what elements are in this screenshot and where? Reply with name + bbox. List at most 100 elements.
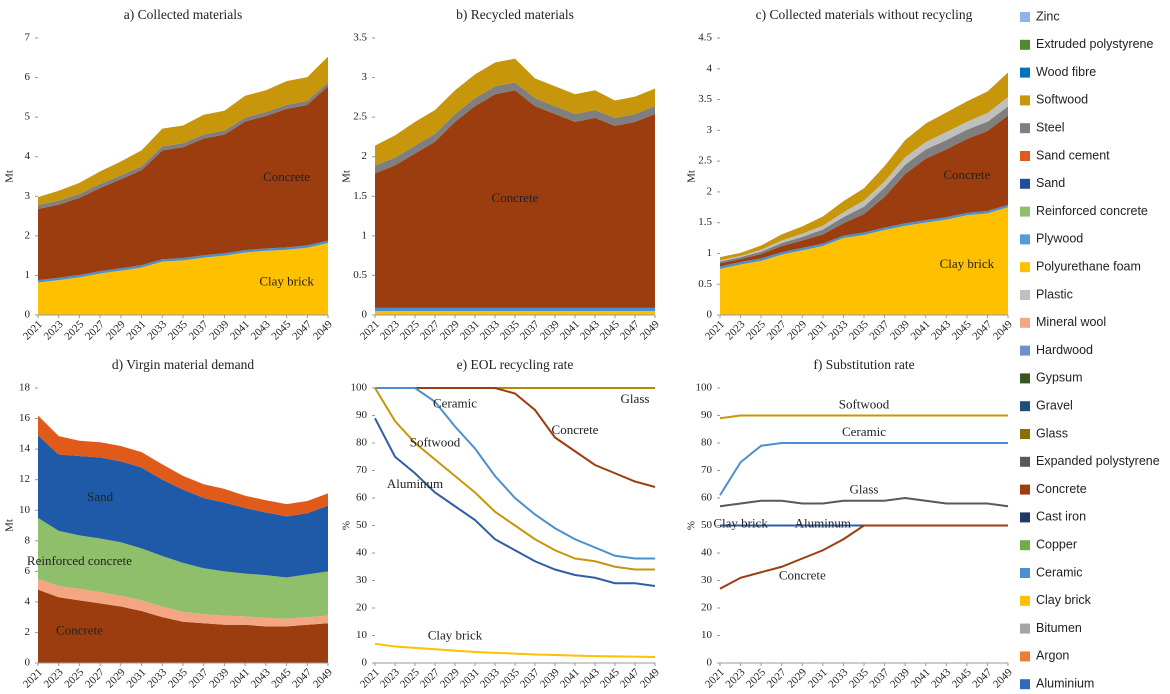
y-tick-label: 10 xyxy=(356,629,368,641)
x-tick-label: 2049 xyxy=(638,666,662,690)
x-tick-label: 2037 xyxy=(518,318,542,342)
x-tick-label: 2041 xyxy=(558,666,582,690)
legend-label: Gravel xyxy=(1036,398,1073,412)
x-tick-label: 2039 xyxy=(207,318,231,342)
x-tick-label: 2029 xyxy=(785,666,809,690)
line-label: Clay brick xyxy=(713,515,768,530)
y-tick-label: 0 xyxy=(362,657,368,669)
legend-swatch xyxy=(1020,39,1030,50)
x-tick-label: 2039 xyxy=(888,666,912,690)
legend-label: Reinforced concrete xyxy=(1036,204,1148,218)
x-tick-label: 2037 xyxy=(187,318,211,342)
x-tick-label: 2039 xyxy=(538,318,562,342)
line-label: Glass xyxy=(850,482,879,497)
line xyxy=(719,414,1008,420)
y-tick-label: 50 xyxy=(701,519,713,531)
y-tick-label: 40 xyxy=(356,547,368,559)
line-label: Softwood xyxy=(410,434,461,449)
x-tick-label: 2047 xyxy=(970,318,994,342)
y-tick-label: 6 xyxy=(25,71,31,83)
line xyxy=(719,442,1008,496)
y-tick-label: 2 xyxy=(362,150,368,162)
legend-label: Copper xyxy=(1036,537,1077,551)
y-tick-label: 8 xyxy=(25,534,31,546)
x-tick-label: 2031 xyxy=(458,666,482,690)
legend-label: Gypsum xyxy=(1036,371,1083,385)
legend-label: Aluminium xyxy=(1036,676,1094,690)
x-tick-label: 2033 xyxy=(145,666,169,690)
x-tick-label: 2021 xyxy=(703,318,727,342)
x-tick-label: 2049 xyxy=(638,318,662,342)
y-tick-label: 2 xyxy=(707,185,713,197)
legend-swatch xyxy=(1020,373,1030,384)
legend-label: Cast iron xyxy=(1036,510,1086,524)
x-tick-label: 2041 xyxy=(558,318,582,342)
legend-label: Glass xyxy=(1036,426,1068,440)
legend-swatch xyxy=(1020,123,1030,134)
x-tick-label: 2039 xyxy=(888,318,912,342)
area-label: Concrete xyxy=(263,169,310,184)
legend-label: Sand cement xyxy=(1036,148,1110,162)
x-tick-label: 2023 xyxy=(42,666,66,690)
chart-title: c) Collected materials without recycling xyxy=(756,7,973,22)
legend-swatch xyxy=(1020,679,1030,690)
x-tick-label: 2049 xyxy=(991,318,1015,342)
y-tick-label: 14 xyxy=(19,443,31,455)
area-label: Sand xyxy=(87,489,114,504)
y-tick-label: 3 xyxy=(362,71,368,83)
area xyxy=(375,58,655,166)
x-tick-label: 2049 xyxy=(311,666,335,690)
x-tick-label: 2043 xyxy=(929,318,953,342)
x-tick-label: 2023 xyxy=(723,318,747,342)
y-tick-label: 80 xyxy=(356,437,368,449)
x-tick-label: 2045 xyxy=(598,318,622,342)
y-axis-label: Mt xyxy=(4,170,16,183)
area-label: Clay brick xyxy=(940,256,995,271)
x-tick-label: 2027 xyxy=(418,318,442,342)
x-tick-label: 2043 xyxy=(578,318,602,342)
y-tick-label: 2 xyxy=(25,229,31,241)
line xyxy=(719,496,1009,508)
x-tick-label: 2023 xyxy=(378,318,402,342)
area xyxy=(38,86,328,281)
legend-swatch xyxy=(1020,401,1030,412)
legend-swatch xyxy=(1020,262,1030,273)
y-tick-label: 60 xyxy=(701,492,713,504)
legend-label: Mineral wool xyxy=(1036,315,1106,329)
legend-swatch xyxy=(1020,568,1030,578)
y-axis-label: % xyxy=(686,521,698,530)
y-tick-label: 60 xyxy=(356,492,368,504)
x-tick-label: 2047 xyxy=(618,318,642,342)
x-tick-label: 2023 xyxy=(378,666,402,690)
y-tick-label: 0 xyxy=(707,657,713,669)
area xyxy=(38,589,328,663)
y-tick-label: 3 xyxy=(707,124,713,136)
y-tick-label: 4.5 xyxy=(698,32,712,44)
x-tick-label: 2039 xyxy=(538,666,562,690)
x-tick-label: 2029 xyxy=(438,666,462,690)
x-tick-label: 2023 xyxy=(42,318,66,342)
y-tick-label: 3.5 xyxy=(698,93,712,105)
y-tick-label: 20 xyxy=(356,602,368,614)
line-label: Concrete xyxy=(552,422,599,437)
area xyxy=(375,307,655,312)
line-label: Ceramic xyxy=(842,424,886,439)
area xyxy=(375,311,655,315)
legend-label: Wood fibre xyxy=(1036,65,1096,79)
y-tick-label: 4 xyxy=(707,62,713,74)
y-tick-label: 80 xyxy=(701,437,713,449)
x-tick-label: 2037 xyxy=(867,666,891,690)
x-tick-label: 2031 xyxy=(806,666,830,690)
legend-label: Sand xyxy=(1036,176,1065,190)
x-tick-label: 2025 xyxy=(398,318,422,342)
legend-swatch xyxy=(1020,623,1030,634)
x-tick-label: 2035 xyxy=(166,318,190,342)
y-tick-label: 0 xyxy=(25,657,31,669)
x-tick-label: 2025 xyxy=(62,666,86,690)
x-tick-label: 2025 xyxy=(744,666,768,690)
area-label: Concrete xyxy=(943,167,990,182)
line xyxy=(375,387,656,488)
legend-swatch xyxy=(1020,429,1030,439)
x-tick-label: 2043 xyxy=(578,666,602,690)
legend-swatch xyxy=(1020,206,1030,217)
